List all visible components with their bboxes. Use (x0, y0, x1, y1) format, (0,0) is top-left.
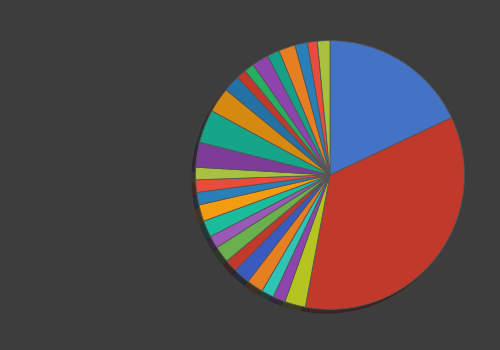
Wedge shape (245, 65, 330, 175)
Wedge shape (238, 71, 330, 175)
Wedge shape (268, 51, 330, 175)
Wedge shape (253, 56, 330, 175)
Wedge shape (217, 175, 330, 261)
Wedge shape (236, 175, 330, 281)
Wedge shape (212, 90, 330, 175)
Wedge shape (308, 41, 330, 175)
Wedge shape (200, 111, 330, 175)
Wedge shape (196, 175, 330, 205)
Wedge shape (295, 43, 330, 175)
Wedge shape (196, 142, 330, 175)
Wedge shape (279, 45, 330, 175)
Wedge shape (306, 118, 464, 309)
Wedge shape (262, 175, 330, 297)
Wedge shape (226, 78, 330, 175)
Wedge shape (204, 175, 330, 237)
Wedge shape (318, 41, 330, 175)
Wedge shape (248, 175, 330, 291)
Wedge shape (199, 175, 330, 221)
Wedge shape (273, 175, 330, 302)
Wedge shape (227, 175, 330, 271)
Wedge shape (285, 175, 330, 307)
Wedge shape (196, 167, 330, 180)
Wedge shape (196, 175, 330, 192)
Wedge shape (210, 175, 330, 247)
Wedge shape (330, 41, 452, 175)
